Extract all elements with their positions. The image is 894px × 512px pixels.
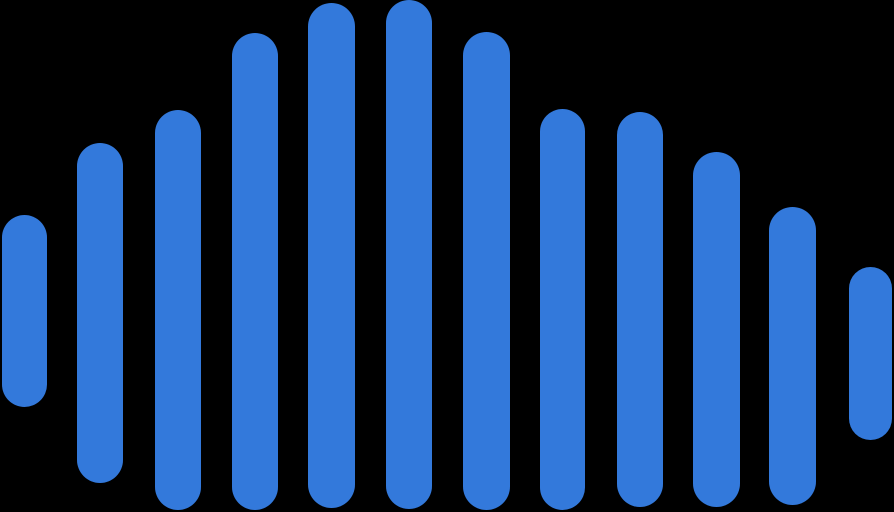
waveform-bar-10 [693,152,740,507]
waveform-bar-11 [769,207,816,505]
waveform-bar-4 [232,33,278,510]
waveform-bar-2 [77,143,123,483]
waveform-bar-9 [617,112,663,507]
waveform-bar-5 [308,3,355,508]
waveform-bar-3 [155,110,201,510]
waveform-bar-8 [540,109,585,510]
waveform-bar-6 [386,0,432,509]
waveform-bar-12 [849,267,892,440]
waveform-bar-1 [2,215,47,407]
waveform-bar-7 [463,32,510,510]
